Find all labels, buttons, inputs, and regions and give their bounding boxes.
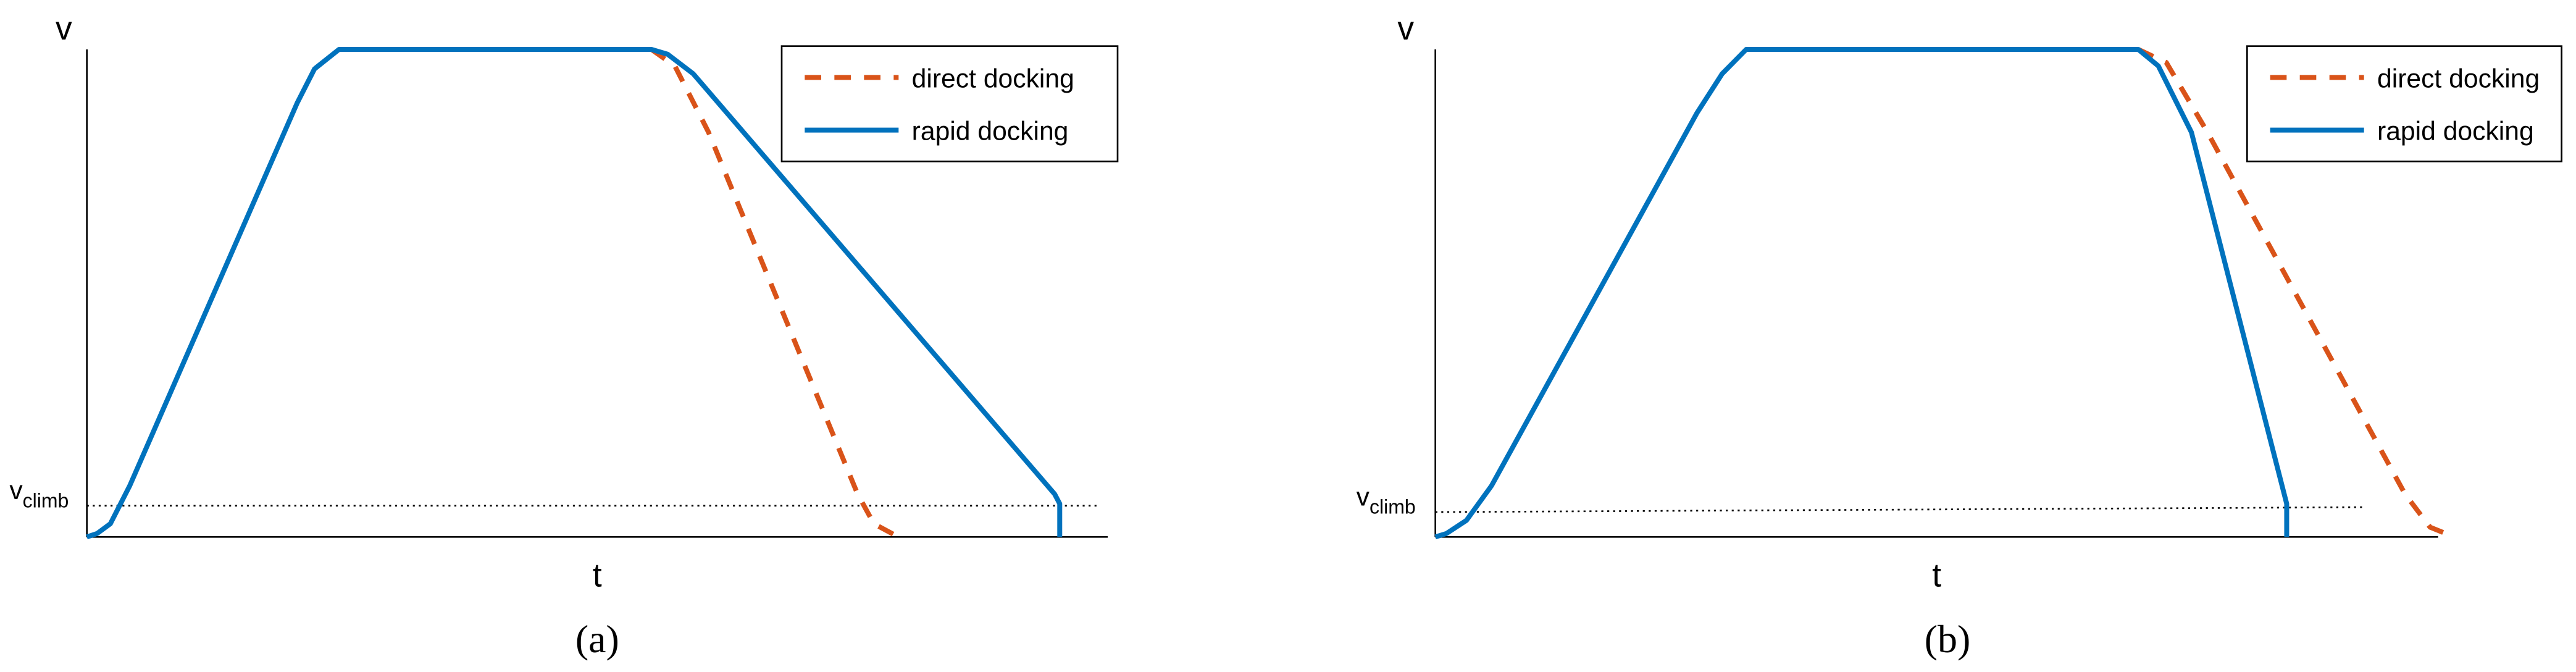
legend-label: direct docking	[2377, 64, 2540, 93]
reference-label: vclimb	[1357, 482, 1416, 518]
legend-box	[2246, 45, 2562, 162]
series-line	[2137, 47, 2456, 540]
legend-label: rapid docking	[2377, 117, 2534, 146]
reference-label-main: v	[9, 476, 23, 505]
y-axis-label: v	[1397, 10, 1414, 47]
legend-box	[780, 45, 1119, 162]
series-line	[1434, 47, 2290, 540]
caption: (b)	[1925, 617, 1971, 661]
reference-label-subscript: climb	[1370, 496, 1416, 518]
reference-label-main: v	[1357, 482, 1370, 511]
legend-label: rapid docking	[912, 117, 1069, 146]
reference-label-subscript: climb	[23, 489, 69, 511]
series-line	[86, 47, 1063, 540]
caption: (a)	[575, 617, 619, 661]
series-line	[650, 47, 900, 539]
x-axis-label: t	[1932, 557, 1941, 594]
y-axis-label: v	[56, 10, 72, 47]
legend-label: direct docking	[912, 64, 1074, 93]
x-axis-label: t	[593, 557, 602, 594]
reference-line	[1435, 506, 2364, 513]
reference-label: vclimb	[9, 476, 69, 511]
